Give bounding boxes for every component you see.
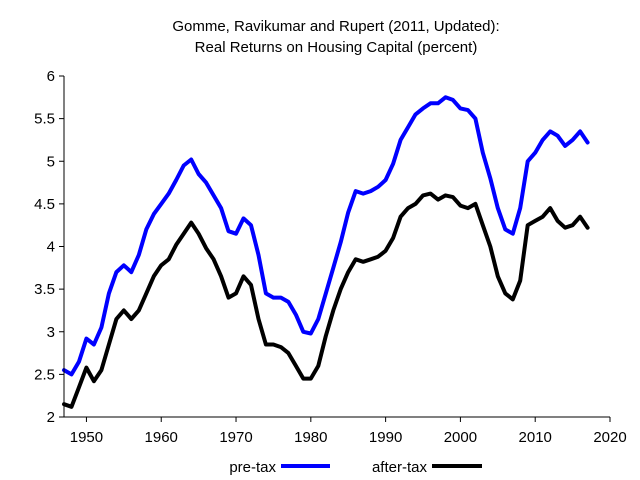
x-tick-label: 2020 <box>593 429 626 446</box>
x-tick-label: 2000 <box>444 429 477 446</box>
y-tick-label: 2.5 <box>34 366 55 383</box>
y-tick-label: 4 <box>47 239 55 256</box>
y-tick-label: 3 <box>47 324 55 341</box>
x-tick-label: 1960 <box>145 429 178 446</box>
x-tick-label: 2010 <box>519 429 552 446</box>
axis-layer: 2 2.5 3 3.5 4 4.5 5 5.5 6 1950 1960 1970 1980 1990 200… <box>34 68 627 446</box>
y-tick-label: 2 <box>47 409 55 426</box>
legend-label-after-tax: after-tax <box>372 459 428 476</box>
x-tick-label: 1980 <box>294 429 327 446</box>
legend-label-pre-tax: pre-tax <box>229 459 276 476</box>
chart-title-line-1: Gomme, Ravikumar and Rupert (2011, Updat… <box>172 18 499 35</box>
x-tick-label: 1970 <box>219 429 252 446</box>
y-tick-label: 4.5 <box>34 196 55 213</box>
y-tick-label: 3.5 <box>34 281 55 298</box>
y-tick-label: 6 <box>47 68 55 85</box>
series-line-pre-tax <box>62 95 590 377</box>
series-line-after-tax <box>62 191 590 409</box>
x-tick-label: 1990 <box>369 429 402 446</box>
legend: pre-tax after-tax <box>229 459 482 476</box>
chart-title-line-2: Real Returns on Housing Capital (percent… <box>195 39 478 56</box>
y-tick-label: 5 <box>47 153 55 170</box>
y-tick-label: 5.5 <box>34 111 55 128</box>
x-tick-label: 1950 <box>70 429 103 446</box>
series-layer <box>62 95 590 409</box>
